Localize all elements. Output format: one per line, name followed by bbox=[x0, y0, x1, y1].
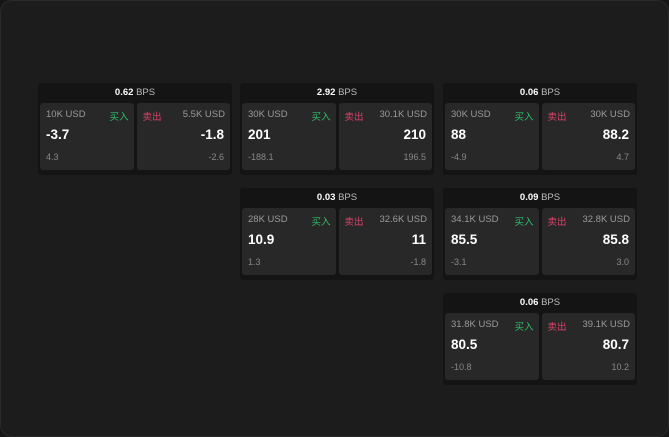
sell-size: 32.8K USD bbox=[582, 214, 630, 225]
spread-unit: BPS bbox=[136, 87, 156, 98]
buy-cell[interactable]: 30K USD 买入 88 -4.9 bbox=[445, 103, 539, 170]
sell-price: 210 bbox=[403, 127, 426, 142]
sell-price: -1.8 bbox=[200, 127, 224, 142]
spread-header: 0.06 BPS bbox=[443, 83, 637, 103]
sell-price: 80.7 bbox=[602, 337, 629, 352]
sell-cell[interactable]: 卖出 39.1K USD 80.7 10.2 bbox=[541, 313, 635, 380]
spread-header: 0.03 BPS bbox=[240, 188, 434, 208]
spread-unit: BPS bbox=[338, 87, 358, 98]
buy-change: -10.8 bbox=[451, 362, 472, 372]
sell-price: 88.2 bbox=[602, 127, 629, 142]
spread-value: 2.92 bbox=[316, 87, 336, 98]
buy-label: 买入 bbox=[311, 217, 331, 228]
buy-size: 28K USD bbox=[248, 214, 288, 225]
spread-unit: BPS bbox=[338, 192, 358, 203]
sell-cell[interactable]: 卖出 32.8K USD 85.8 3.0 bbox=[541, 208, 635, 275]
spread-unit: BPS bbox=[541, 87, 561, 98]
buy-size: 30K USD bbox=[248, 109, 288, 120]
sell-size: 5.5K USD bbox=[182, 109, 225, 120]
buy-price: 88 bbox=[451, 127, 467, 142]
sell-label: 卖出 bbox=[547, 112, 567, 123]
quote-card: 0.06 BPS 30K USD 买入 88 -4.9 卖出 30K USD 88.… bbox=[443, 83, 637, 175]
spread-value: 0.06 bbox=[519, 87, 539, 98]
sell-label: 卖出 bbox=[344, 217, 364, 228]
spread-value: 0.06 bbox=[519, 297, 539, 308]
buy-price: -3.7 bbox=[46, 127, 70, 142]
spread-header: 0.09 BPS bbox=[443, 188, 637, 208]
sell-change: 4.7 bbox=[616, 152, 629, 162]
spread-value: 0.03 bbox=[316, 192, 336, 203]
sell-size: 39.1K USD bbox=[582, 319, 630, 330]
sell-label: 卖出 bbox=[344, 112, 364, 123]
buy-size: 10K USD bbox=[46, 109, 86, 120]
sell-cell[interactable]: 卖出 5.5K USD -1.8 -2.6 bbox=[136, 103, 230, 170]
buy-cell[interactable]: 34.1K USD 买入 85.5 -3.1 bbox=[445, 208, 539, 275]
sell-label: 卖出 bbox=[547, 217, 567, 228]
sell-change: 10.2 bbox=[611, 362, 629, 372]
sell-size: 30.1K USD bbox=[379, 109, 427, 120]
sell-price: 85.8 bbox=[602, 232, 629, 247]
quote-card: 0.03 BPS 28K USD 买入 10.9 1.3 卖出 32.6K USD … bbox=[240, 188, 434, 280]
sell-change: 196.5 bbox=[403, 152, 426, 162]
sell-change: -2.6 bbox=[208, 152, 224, 162]
buy-cell[interactable]: 28K USD 买入 10.9 1.3 bbox=[242, 208, 336, 275]
quote-card: 0.06 BPS 31.8K USD 买入 80.5 -10.8 卖出 39.1K … bbox=[443, 293, 637, 385]
sell-price: 11 bbox=[411, 232, 426, 247]
buy-size: 30K USD bbox=[451, 109, 491, 120]
sell-cell[interactable]: 卖出 32.6K USD 11 -1.8 bbox=[338, 208, 432, 275]
buy-label: 买入 bbox=[514, 217, 534, 228]
sell-size: 30K USD bbox=[590, 109, 630, 120]
sell-label: 卖出 bbox=[547, 322, 567, 333]
sell-cell[interactable]: 卖出 30.1K USD 210 196.5 bbox=[338, 103, 432, 170]
buy-change: 1.3 bbox=[248, 257, 261, 267]
buy-size: 31.8K USD bbox=[451, 319, 499, 330]
buy-change: -4.9 bbox=[451, 152, 467, 162]
buy-price: 201 bbox=[248, 127, 271, 142]
buy-change: -188.1 bbox=[248, 152, 274, 162]
sell-label: 卖出 bbox=[142, 112, 162, 123]
buy-change: 4.3 bbox=[46, 152, 59, 162]
buy-cell[interactable]: 30K USD 买入 201 -188.1 bbox=[242, 103, 336, 170]
spread-value: 0.09 bbox=[519, 192, 539, 203]
buy-change: -3.1 bbox=[451, 257, 467, 267]
buy-size: 34.1K USD bbox=[451, 214, 499, 225]
buy-price: 10.9 bbox=[248, 232, 275, 247]
spread-value: 0.62 bbox=[114, 87, 134, 98]
sell-change: -1.8 bbox=[410, 257, 426, 267]
spread-header: 0.06 BPS bbox=[443, 293, 637, 313]
spread-header: 0.62 BPS bbox=[38, 83, 232, 103]
quote-card: 0.62 BPS 10K USD 买入 -3.7 4.3 卖出 5.5K USD -… bbox=[38, 83, 232, 175]
buy-label: 买入 bbox=[514, 112, 534, 123]
buy-cell[interactable]: 10K USD 买入 -3.7 4.3 bbox=[40, 103, 134, 170]
quote-card: 0.09 BPS 34.1K USD 买入 85.5 -3.1 卖出 32.8K U… bbox=[443, 188, 637, 280]
buy-label: 买入 bbox=[109, 112, 129, 123]
spread-unit: BPS bbox=[541, 192, 561, 203]
buy-cell[interactable]: 31.8K USD 买入 80.5 -10.8 bbox=[445, 313, 539, 380]
buy-label: 买入 bbox=[311, 112, 331, 123]
sell-change: 3.0 bbox=[616, 257, 629, 267]
sell-size: 32.6K USD bbox=[379, 214, 427, 225]
sell-cell[interactable]: 卖出 30K USD 88.2 4.7 bbox=[541, 103, 635, 170]
buy-price: 80.5 bbox=[451, 337, 478, 352]
spread-header: 2.92 BPS bbox=[240, 83, 434, 103]
spread-unit: BPS bbox=[541, 297, 561, 308]
quote-card: 2.92 BPS 30K USD 买入 201 -188.1 卖出 30.1K US… bbox=[240, 83, 434, 175]
buy-label: 买入 bbox=[514, 322, 534, 333]
buy-price: 85.5 bbox=[451, 232, 478, 247]
